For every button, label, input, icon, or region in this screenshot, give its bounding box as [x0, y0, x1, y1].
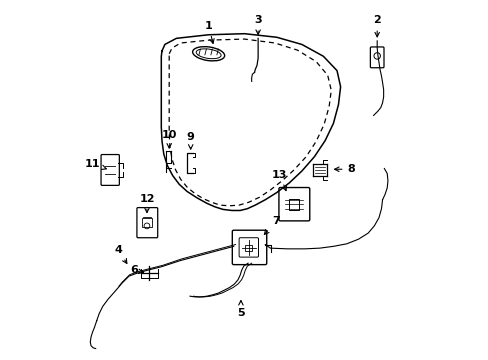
Bar [244, 244, 251, 251]
Text: 2: 2 [372, 15, 380, 37]
Text: 1: 1 [204, 21, 214, 44]
Text: 8: 8 [334, 164, 354, 174]
Text: 11: 11 [84, 159, 106, 170]
Text: 13: 13 [271, 170, 287, 190]
Bar [142, 219, 152, 227]
Text: 10: 10 [161, 130, 177, 148]
Text: 12: 12 [139, 194, 154, 212]
Text: 9: 9 [186, 132, 194, 149]
Text: 5: 5 [237, 301, 244, 318]
Bar [288, 199, 299, 210]
Text: 3: 3 [254, 15, 262, 34]
Text: 7: 7 [264, 216, 279, 234]
Text: 4: 4 [114, 245, 126, 264]
Text: 6: 6 [130, 265, 143, 275]
